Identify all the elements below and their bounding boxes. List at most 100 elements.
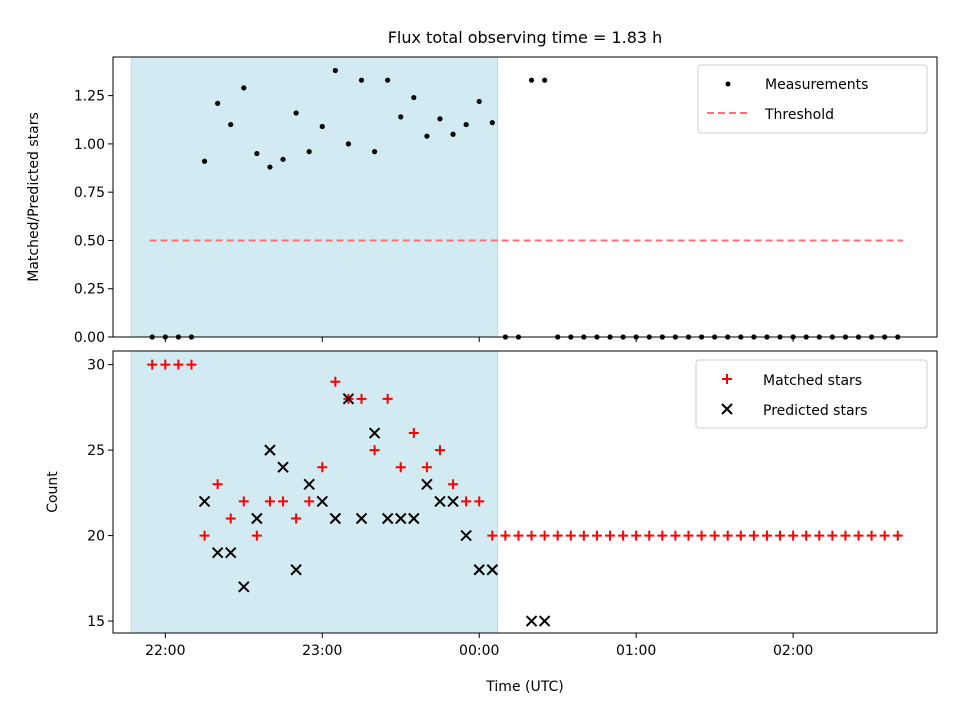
predicted-star-point xyxy=(198,495,211,508)
matched-star-point xyxy=(840,530,851,541)
matched-star-point xyxy=(225,513,236,524)
x-tick-label: 00:00 xyxy=(459,643,499,659)
chart-title: Flux total observing time = 1.83 h xyxy=(388,28,663,47)
matched-star-point xyxy=(513,530,524,541)
predicted-star-point xyxy=(264,444,276,456)
observing-window-shade-top xyxy=(130,56,499,338)
matched-star-point xyxy=(160,359,171,370)
predicted-star-point xyxy=(342,393,355,405)
bottom-y-tick-label: 25 xyxy=(87,443,105,459)
predicted-star-point xyxy=(368,427,381,439)
matched-star-point xyxy=(879,530,890,541)
top-legend-box xyxy=(697,64,928,134)
matched-star-point xyxy=(382,393,393,404)
top-y-tick-label: 0.50 xyxy=(74,233,105,249)
top-y-tick-label: 1.25 xyxy=(74,89,105,105)
measurement-point xyxy=(293,110,299,116)
matched-star-point xyxy=(657,530,668,541)
matched-star-point xyxy=(395,462,406,473)
measurement-point xyxy=(476,98,482,105)
bottom-y-axis-label: Count xyxy=(45,471,61,513)
measurement-point xyxy=(201,158,208,164)
predicted-star-point xyxy=(486,564,499,576)
measurement-point xyxy=(398,114,404,120)
star-count-panel: 15 20 25 30 22:00 23:00 00:00 01:00 02:00 Count… xyxy=(45,350,938,695)
predicted-star-point xyxy=(381,512,394,525)
predicted-star-point xyxy=(355,512,368,525)
legend-label-predicted-stars: Predicted stars xyxy=(763,403,868,419)
matched-star-point xyxy=(147,359,158,370)
matched-star-point xyxy=(212,479,223,490)
predicted-star-point xyxy=(277,461,289,473)
predicted-star-point xyxy=(408,512,420,525)
matched-star-point xyxy=(683,530,694,541)
x-tick-label: 23:00 xyxy=(302,643,342,659)
measurement-point xyxy=(306,149,312,155)
legend-label-threshold: Threshold xyxy=(764,107,834,123)
x-tick-label: 02:00 xyxy=(773,643,813,659)
matched-star-point xyxy=(814,530,825,541)
matched-star-point xyxy=(264,496,275,507)
matched-star-point xyxy=(775,530,786,541)
measurement-point xyxy=(358,77,365,83)
predicted-star-point xyxy=(225,546,237,559)
predicted-star-point xyxy=(447,495,459,508)
matched-star-point xyxy=(853,530,864,541)
measurement-point xyxy=(542,77,548,83)
measurement-point xyxy=(241,85,247,91)
predicted-star-point xyxy=(434,495,446,508)
top-legend: Measurements Threshold xyxy=(697,64,928,134)
measurement-point xyxy=(463,121,469,128)
legend-marker-predicted-stars xyxy=(721,403,733,415)
measurement-point xyxy=(267,164,273,170)
measurement-point xyxy=(437,116,443,122)
measurement-point xyxy=(411,94,417,101)
matched-star-point xyxy=(618,530,629,541)
legend-marker-matched-stars xyxy=(722,374,732,384)
matched-star-point xyxy=(605,530,616,541)
matched-star-point xyxy=(722,530,733,541)
matched-star-point xyxy=(670,530,681,541)
measurement-point xyxy=(371,149,378,155)
matched-star-point xyxy=(644,530,655,541)
legend-marker-measurements xyxy=(725,81,731,87)
predicted-star-point xyxy=(329,512,342,525)
matched-star-point xyxy=(199,530,210,541)
top-y-axis-label: Matched/Predicted stars xyxy=(26,112,42,282)
measurement-point xyxy=(489,120,495,126)
matched-star-point xyxy=(421,462,432,473)
matched-star-point xyxy=(631,530,642,541)
top-y-tick-label: 0.75 xyxy=(74,185,105,201)
matched-star-point xyxy=(696,530,707,541)
matched-star-point xyxy=(291,513,302,524)
top-y-tick-label: 1.00 xyxy=(74,137,105,153)
measurement-point xyxy=(280,156,286,162)
measurement-point xyxy=(319,123,325,130)
matched-star-point xyxy=(578,530,589,541)
flux-ratio-panel: 0.00 0.25 0.50 0.75 1.00 1.25 Flux total obse… xyxy=(26,28,938,346)
top-y-tick-label: 0.25 xyxy=(74,282,105,298)
matched-star-point xyxy=(448,479,459,490)
predicted-star-point xyxy=(251,512,263,525)
predicted-star-point xyxy=(473,564,485,576)
measurement-point xyxy=(450,131,456,137)
matched-star-point xyxy=(526,530,537,541)
matched-star-point xyxy=(801,530,812,541)
bottom-axes-frame xyxy=(112,350,938,634)
matched-star-point xyxy=(330,376,341,387)
matched-star-point xyxy=(408,428,419,439)
matched-star-point xyxy=(892,530,903,541)
matched-star-point xyxy=(278,496,289,507)
observing-window-shade-bottom xyxy=(130,350,499,634)
predicted-star-point xyxy=(525,615,538,627)
x-axis-label: Time (UTC) xyxy=(485,679,563,695)
predicted-star-point xyxy=(395,512,407,525)
top-axes-frame xyxy=(112,56,938,338)
predicted-star-point xyxy=(460,529,472,542)
measurement-point xyxy=(332,67,338,74)
bottom-legend: Matched stars Predicted stars xyxy=(695,359,928,429)
predicted-star-point xyxy=(316,495,328,508)
bottom-y-tick-label: 20 xyxy=(87,529,105,545)
x-tick-label: 22:00 xyxy=(145,643,185,659)
bottom-y-tick-label: 30 xyxy=(87,358,105,374)
